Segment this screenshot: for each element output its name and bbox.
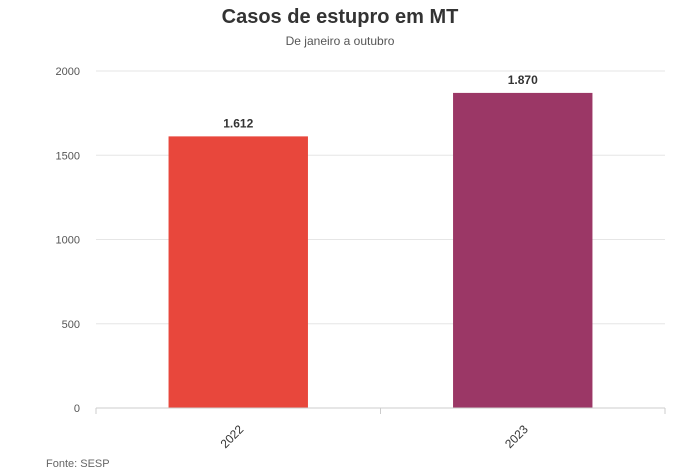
data-label-2022: 1.612 xyxy=(223,116,253,130)
y-tick-label: 500 xyxy=(62,319,80,331)
y-tick-label: 0 xyxy=(74,403,80,415)
y-tick-label: 1000 xyxy=(56,235,80,247)
x-axis xyxy=(95,407,666,414)
chart-subtitle: De janeiro a outubro xyxy=(285,34,395,48)
data-label-2023: 1.870 xyxy=(508,73,538,87)
source-note: Fonte: SESP xyxy=(46,458,110,470)
bar-2022 xyxy=(168,136,308,409)
x-tick-label-2022: 2022 xyxy=(218,422,247,451)
x-tick-label-2023: 2023 xyxy=(502,422,531,451)
y-axis-ticks: 0 500 1000 1500 2000 xyxy=(56,66,80,415)
chart-title: Casos de estupro em MT xyxy=(221,6,459,28)
y-tick-label: 1500 xyxy=(56,150,80,162)
y-tick-label: 2000 xyxy=(56,66,80,78)
bar-2023 xyxy=(453,92,593,408)
bars xyxy=(168,92,593,409)
